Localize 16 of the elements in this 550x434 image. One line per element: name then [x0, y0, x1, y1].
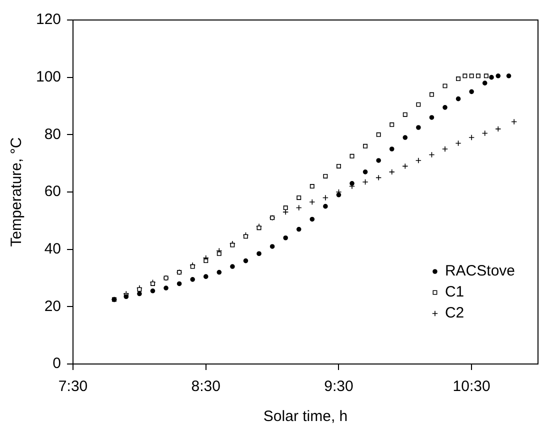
x-tick-label: 10:30 [452, 378, 490, 396]
y-tick-label: 80 [44, 126, 62, 143]
y-tick-label: 120 [36, 11, 62, 28]
legend-label: RACStove [444, 262, 516, 280]
x-axis-title: Solar time, h [263, 408, 348, 426]
y-tick-label: 100 [36, 68, 62, 86]
y-axis-title: Temperature, °C [8, 137, 26, 247]
legend-label: C2 [444, 304, 464, 322]
x-tick-label: 8:30 [191, 378, 220, 396]
y-tick-label: 20 [44, 298, 62, 315]
y-tick-label: 40 [44, 240, 62, 258]
x-tick-label: 9:30 [324, 378, 354, 396]
x-tick-label: 7:30 [58, 378, 88, 396]
y-tick-label: 0 [52, 355, 62, 372]
legend-label: C1 [444, 284, 464, 301]
y-tick-label: 60 [44, 183, 62, 200]
